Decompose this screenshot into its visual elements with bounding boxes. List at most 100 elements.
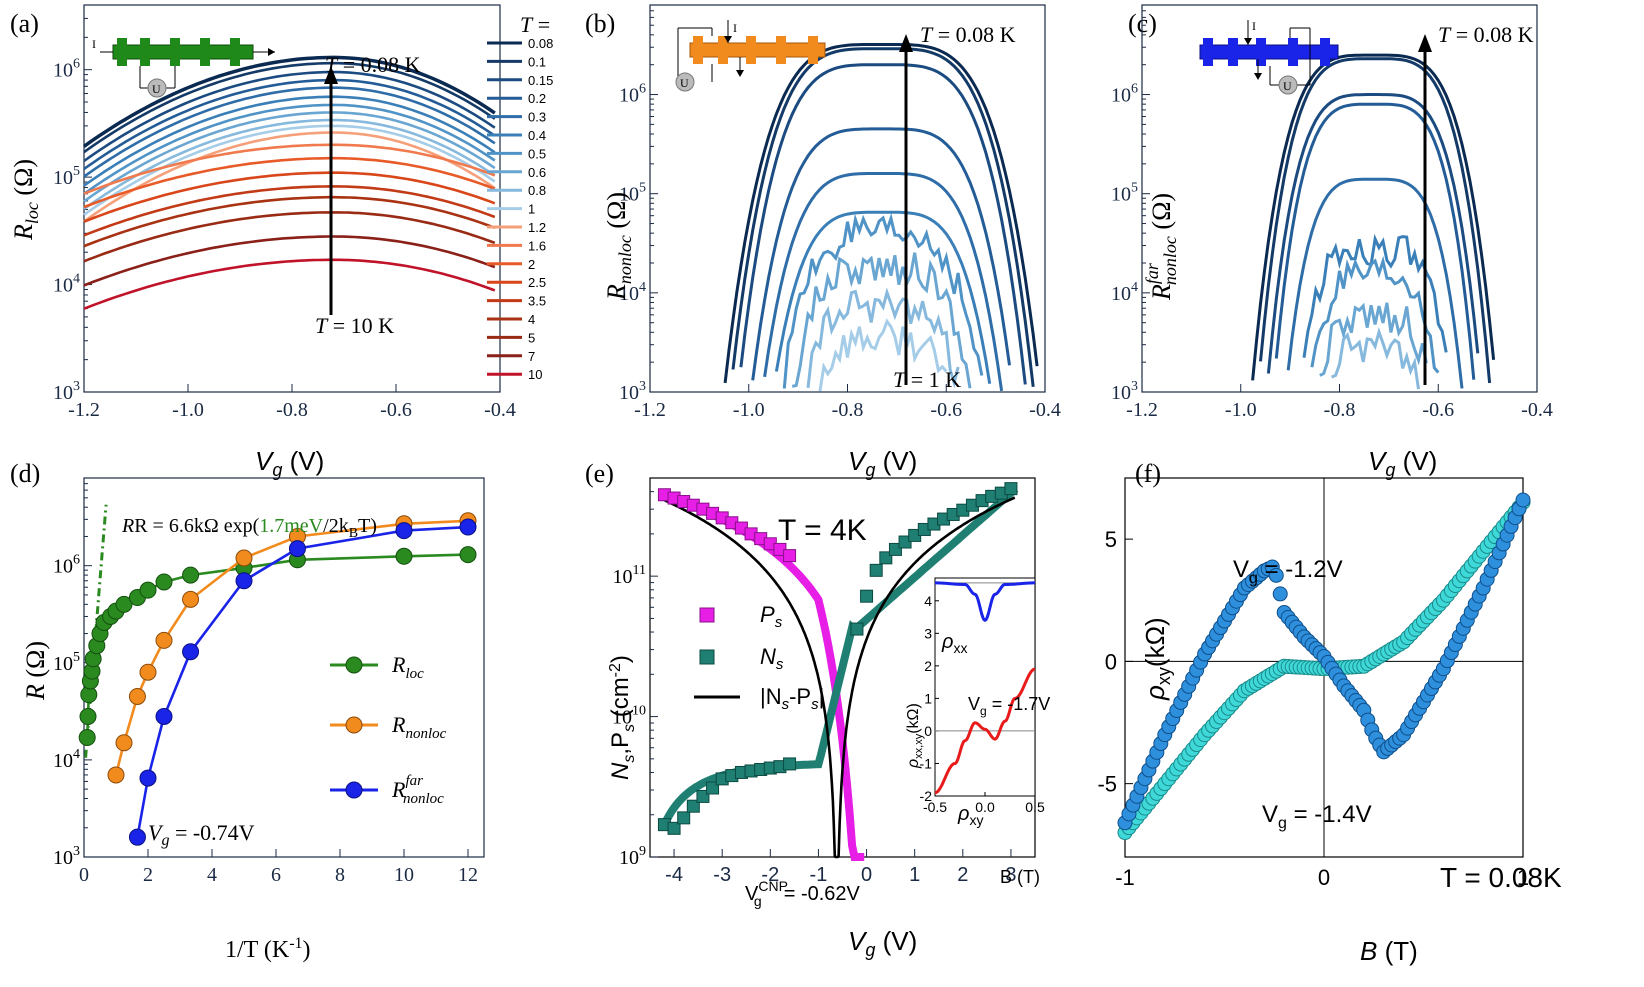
panel-d-plot: 103 104 105 106 0 2 4 6 8 10 12 — [53, 477, 485, 886]
data-point-Ns — [860, 589, 874, 603]
legend-rnonloc-marker — [345, 716, 363, 734]
panel-d-fit-label: RR = 6.6kΩ exp(1.7meV/2kBT) — [121, 515, 377, 541]
inset-rhoxx-label: ρxx — [941, 631, 967, 656]
inset-x-tick-label: -0.5 — [923, 799, 947, 815]
series-line-5 — [83, 211, 496, 263]
legend-rnonloc-label: Rnonloc — [391, 712, 447, 742]
panel-b-xlabel: Vg (V) — [848, 446, 917, 480]
x-tick-label: 4 — [207, 864, 217, 886]
series-line-0.3 — [83, 86, 496, 178]
data-point-Ns — [888, 542, 902, 556]
series-line-0.4 — [83, 95, 496, 187]
inset-y-tick-label: 4 — [924, 593, 932, 609]
series-line-0.4 — [1302, 233, 1448, 358]
data-point-Ns — [850, 622, 864, 636]
legend-diff-label: |Ns-Ps| — [760, 684, 824, 713]
data-point-R_loc — [182, 566, 200, 584]
panel-c-probe-i: I — [1252, 19, 1256, 33]
data-point-R_loc — [395, 547, 413, 565]
panel-e-title: T = 4K — [778, 514, 867, 547]
data-point-R_nonloc_far — [288, 540, 306, 558]
legend-label-0.2: 0.2 — [528, 91, 546, 106]
legend-label-0.6: 0.6 — [528, 165, 546, 180]
data-point-R_nonloc_far — [459, 518, 477, 536]
x-tick-label: -0.4 — [1521, 399, 1553, 421]
panel-f-vg2-label: Vg = -1.4V — [1262, 801, 1372, 832]
panel-a-probe-i: I — [92, 37, 96, 51]
axis-frame — [1141, 4, 1538, 393]
data-point-Ns — [667, 821, 681, 835]
series-line-0.8 — [83, 118, 496, 210]
inset-x-tick-label: 0.5 — [1025, 799, 1045, 815]
axis-frame — [649, 4, 1046, 393]
series-line-0.15 — [739, 63, 1027, 385]
series-line-2 — [83, 156, 496, 209]
inset-frame — [934, 577, 1036, 797]
series-line-0.4 — [774, 210, 992, 385]
legend-label-0.1: 0.1 — [528, 54, 546, 69]
data-point-R_nonloc — [139, 663, 157, 681]
series-line-0.08 — [1251, 53, 1496, 381]
y-tick-label: 103 — [53, 844, 80, 869]
panel-c-arrow-top-label: T = 0.08 K — [1438, 22, 1534, 47]
legend-rfar-label: Rfar nonloc — [391, 773, 444, 807]
panel-b-ylabel: Rnonloc (Ω) — [602, 192, 635, 301]
x-tick-label: -1.2 — [634, 399, 666, 421]
legend-label-2: 2 — [528, 257, 535, 272]
x-tick-label: 1 — [1517, 865, 1529, 890]
series-line-0.5 — [782, 212, 984, 389]
series-line-1.2 — [83, 131, 496, 223]
legend-label-0.8: 0.8 — [528, 183, 546, 198]
data-point-Ns — [696, 789, 710, 803]
legend-label-5: 5 — [528, 330, 535, 345]
panel-f: (f) -5 0 5 -1 0 1 Vg = -1.2V Vg = -1.4V T = 0… — [1097, 459, 1562, 966]
y-tick-label: 105 — [53, 650, 80, 675]
panel-a-label: (a) — [10, 9, 39, 38]
y-tick-label: 104 — [53, 272, 80, 297]
data-point-R_nonloc — [235, 549, 253, 567]
x-tick-label: 0 — [1318, 865, 1330, 890]
x-tick-label: 8 — [335, 864, 345, 886]
inset-y-tick-label: 1 — [924, 690, 932, 706]
panel-a-arrowhead — [324, 66, 338, 84]
series-line-0.2 — [751, 127, 1011, 381]
legend-label-3.5: 3.5 — [528, 294, 546, 309]
data-point-Ps — [783, 549, 797, 563]
data-point-R_loc — [139, 581, 157, 599]
panel-a-legend: 0.08 0.1 0.15 0.2 0.3 0.4 0.5 0.6 0.8 1 1.2 1.6 2 2.5… — [487, 36, 553, 382]
legend-label-1.6: 1.6 — [528, 238, 546, 253]
x-tick-label: -0.8 — [1324, 399, 1356, 421]
data-point-R_loc — [79, 707, 97, 725]
series-line-0.3 — [1286, 177, 1464, 389]
panel-f-label: (f) — [1135, 459, 1161, 488]
panel-d-ylabel: R (Ω) — [21, 641, 50, 701]
series-line-0.1 — [731, 47, 1035, 387]
data-point-R_loc — [115, 595, 133, 613]
x-tick-label: -1.2 — [1126, 399, 1158, 421]
series-line-1 — [818, 318, 948, 392]
legend-rfar-marker — [345, 781, 363, 799]
series-line-4 — [83, 195, 496, 248]
x-tick-label: 2 — [957, 864, 968, 886]
inset-vg-label: Vg = -1.7V — [968, 694, 1050, 718]
data-point-Ns — [1004, 482, 1018, 496]
panel-b-arrow-bottom-label: T = 1 K — [893, 367, 961, 392]
y-tick-label: 105 — [53, 164, 80, 189]
data-point-R_nonloc — [128, 687, 146, 705]
legend-label-0.3: 0.3 — [528, 110, 546, 125]
inset-y-tick-label: 2 — [924, 658, 932, 674]
x-tick-label: -2 — [761, 864, 779, 886]
series-line-0.6 — [791, 252, 972, 389]
panel-b-plot: 103 104 105 106 -1.2 -1.0 -0.8 -0.6 -0.4 — [619, 4, 1061, 421]
diff-curve — [663, 496, 1016, 859]
y-tick-label: 106 — [53, 57, 80, 82]
panel-f-ylabel: ρxy(kΩ) — [1140, 617, 1174, 701]
x-tick-label: -1.2 — [68, 399, 100, 421]
series-line-0.08 — [82, 55, 496, 148]
series-line-0.6 — [83, 111, 496, 203]
legend-label-0.08: 0.08 — [528, 36, 553, 51]
x-tick-label: -1 — [810, 864, 828, 886]
series-line-R_nonloc_far — [136, 525, 469, 838]
